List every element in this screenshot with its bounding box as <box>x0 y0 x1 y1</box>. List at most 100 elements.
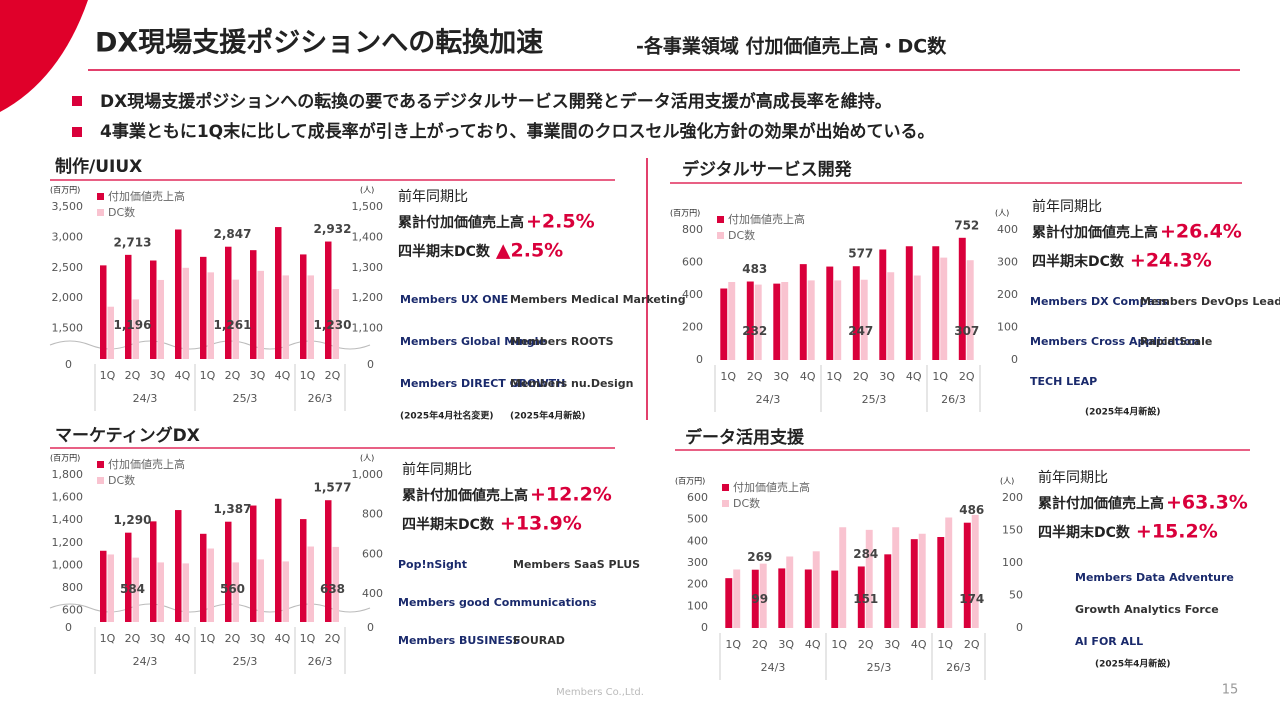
bar <box>940 257 948 360</box>
x-tick-label: 1Q <box>300 369 316 382</box>
logo: Members Global Mingle <box>400 335 546 348</box>
x-tick-label: 4Q <box>911 638 927 651</box>
bar <box>207 272 214 359</box>
bar <box>157 562 164 622</box>
y-tick-label: 1,500 <box>52 322 84 335</box>
bullet-icon <box>72 127 82 137</box>
panel-title: マーケティングDX <box>55 425 200 446</box>
slide-title: DX現場支援ポジションへの転換加速 <box>95 28 543 59</box>
bar <box>150 260 157 359</box>
yoy-sales-change: +63.3% <box>1166 492 1248 514</box>
group-label: 24/3 <box>133 655 158 668</box>
bar <box>307 546 314 622</box>
y2-tick-label: 800 <box>362 508 383 521</box>
y2-tick-label: 100 <box>997 321 1018 334</box>
x-tick-label: 2Q <box>325 369 341 382</box>
y2-base-label: 0 <box>367 621 374 634</box>
y-tick-label: 2,500 <box>52 261 84 274</box>
bar <box>839 527 847 628</box>
bar <box>966 260 974 360</box>
y2-tick-label: 200 <box>997 288 1018 301</box>
x-tick-label: 2Q <box>125 369 141 382</box>
logo-note: (2025年4月新設) <box>1095 658 1171 670</box>
panel-title: 制作/UIUX <box>55 156 142 177</box>
data-label: 247 <box>848 324 873 338</box>
bar <box>852 266 860 360</box>
yoy-dc-change: +15.2% <box>1136 521 1218 543</box>
bar <box>200 256 207 359</box>
legend-swatch <box>97 193 104 200</box>
bar <box>300 254 307 359</box>
bar <box>107 554 114 622</box>
yoy-dc-label: 四半期末DC数 <box>402 516 495 533</box>
bar <box>892 527 900 628</box>
legend-label: DC数 <box>728 229 755 242</box>
bar <box>910 539 918 628</box>
y-tick-label: 1,800 <box>52 468 84 481</box>
y-tick-label: 3,000 <box>52 230 84 243</box>
data-label: 560 <box>220 582 245 596</box>
y2-tick-label: 1,100 <box>352 322 384 335</box>
bar <box>905 246 913 360</box>
y2-tick-label: 1,300 <box>352 261 384 274</box>
y-tick-label: 1,000 <box>52 558 84 571</box>
y-tick-label: 400 <box>687 534 708 547</box>
logo: Members UX ONE <box>400 293 508 306</box>
x-tick-label: 1Q <box>200 632 216 645</box>
bar <box>150 521 157 622</box>
bar <box>720 288 728 360</box>
group-label: 26/3 <box>308 655 333 668</box>
group-label: 24/3 <box>133 392 158 405</box>
legend-swatch <box>97 461 104 468</box>
logo-note: (2025年4月新設) <box>1085 406 1161 418</box>
x-tick-label: 2Q <box>225 632 241 645</box>
bar <box>307 275 314 359</box>
y2-tick-label: 1,200 <box>352 291 384 304</box>
y-axis-unit: (百万円) <box>670 209 700 218</box>
yoy-sales-label: 累計付加価値売上高 <box>398 214 524 231</box>
group-label: 25/3 <box>862 393 887 406</box>
bar <box>107 306 114 359</box>
bar <box>799 264 807 360</box>
x-tick-label: 1Q <box>831 638 847 651</box>
x-tick-label: 3Q <box>250 632 266 645</box>
y-tick-label: 200 <box>682 321 703 334</box>
y2-tick-label: 400 <box>362 587 383 600</box>
data-label: 2,932 <box>314 222 352 236</box>
x-tick-label: 2Q <box>964 638 980 651</box>
yoy-caption: 前年同期比 <box>398 188 468 205</box>
bar <box>157 279 164 359</box>
bar <box>332 546 339 622</box>
y2-tick-label: 1,400 <box>352 230 384 243</box>
bar <box>865 529 873 628</box>
y2-tick-label: 50 <box>1009 589 1023 602</box>
panel-title: デジタルサービス開発 <box>682 159 853 180</box>
bar <box>125 532 132 622</box>
bar <box>826 266 834 360</box>
y-tick-label: 1,200 <box>52 536 84 549</box>
x-tick-label: 1Q <box>200 369 216 382</box>
y-tick-label: 0 <box>701 621 708 634</box>
bar <box>232 562 239 622</box>
bar <box>807 280 815 360</box>
data-label: 1,577 <box>314 481 352 495</box>
yoy-sales-change: +26.4% <box>1160 221 1242 243</box>
x-tick-label: 2Q <box>853 370 869 383</box>
bar <box>225 246 232 359</box>
data-label: 584 <box>120 582 145 596</box>
x-tick-label: 4Q <box>275 632 291 645</box>
bar <box>182 563 189 622</box>
y-axis-unit: (百万円) <box>50 454 80 463</box>
yoy-dc-label: 四半期末DC数 <box>1032 253 1125 270</box>
x-tick-label: 3Q <box>879 370 895 383</box>
y2-axis-unit: (人) <box>360 454 374 463</box>
x-tick-label: 1Q <box>826 370 842 383</box>
bar <box>725 578 733 628</box>
slide-subtitle: -各事業領域 付加価値売上高・DC数 <box>636 35 947 58</box>
bar <box>746 281 754 360</box>
bar <box>778 568 786 628</box>
yoy-caption: 前年同期比 <box>1038 469 1108 486</box>
group-label: 25/3 <box>233 655 258 668</box>
data-label: 269 <box>747 550 772 564</box>
data-label: 307 <box>954 324 979 338</box>
